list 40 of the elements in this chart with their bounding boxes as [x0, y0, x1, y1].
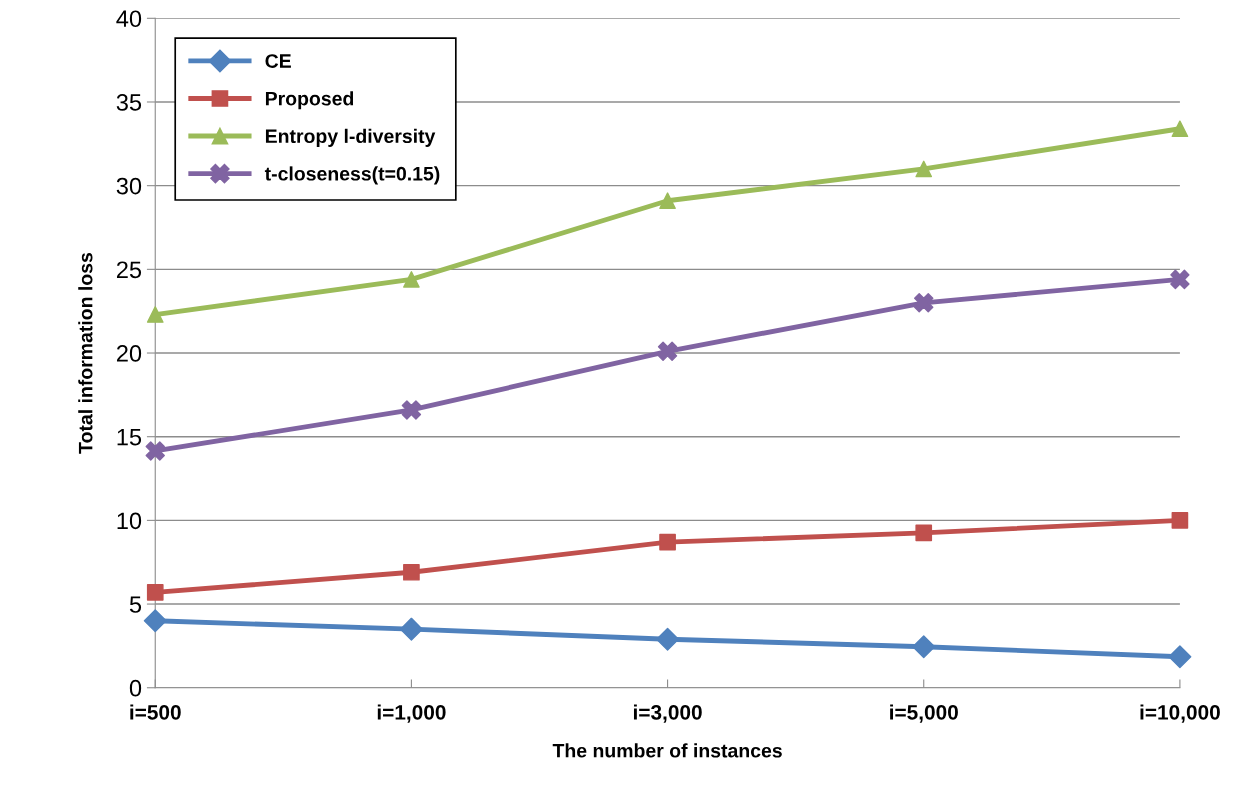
- point: [146, 306, 164, 323]
- x-tick-label: i=10,000: [1140, 704, 1220, 723]
- y-tick-label: 20: [116, 345, 142, 362]
- point: [914, 293, 934, 313]
- x-tick-label: i=5,000: [890, 704, 958, 723]
- point: [399, 617, 423, 641]
- x-tick-label: i=1,000: [377, 704, 446, 723]
- point: [912, 635, 936, 659]
- point: [915, 160, 933, 178]
- point: [659, 533, 676, 551]
- point: [146, 584, 164, 601]
- point: [659, 192, 676, 210]
- legend-label: Proposed: [265, 91, 354, 110]
- y-tick-label: 40: [116, 10, 142, 28]
- y-axis-title: Total information loss: [78, 252, 93, 454]
- point: [656, 627, 680, 651]
- point: [1171, 120, 1189, 138]
- y-tick-label: 30: [116, 177, 142, 195]
- point: [915, 524, 933, 542]
- y-tick-label: 25: [116, 261, 142, 279]
- legend-label: CE: [265, 54, 291, 68]
- point: [403, 271, 420, 288]
- point: [1168, 645, 1192, 669]
- x-tick-label: i=500: [130, 704, 181, 720]
- point: [403, 563, 420, 581]
- y-tick-label: 35: [116, 94, 142, 111]
- point: [401, 400, 422, 420]
- y-tick-label: 10: [117, 512, 142, 530]
- point: [145, 441, 165, 461]
- x-axis-title: The number of instances: [552, 743, 782, 758]
- y-tick-label: 0: [129, 679, 142, 697]
- legend-label: t-closeness(t=0.15): [264, 166, 440, 185]
- point: [1171, 512, 1189, 529]
- point: [1170, 269, 1190, 290]
- point: [657, 341, 678, 362]
- point: [143, 609, 167, 633]
- y-tick-label: 5: [129, 596, 142, 613]
- x-tick-label: i=3,000: [633, 704, 702, 723]
- legend-label: Entropy l-diversity: [265, 128, 436, 147]
- y-tick-label: 15: [117, 429, 142, 446]
